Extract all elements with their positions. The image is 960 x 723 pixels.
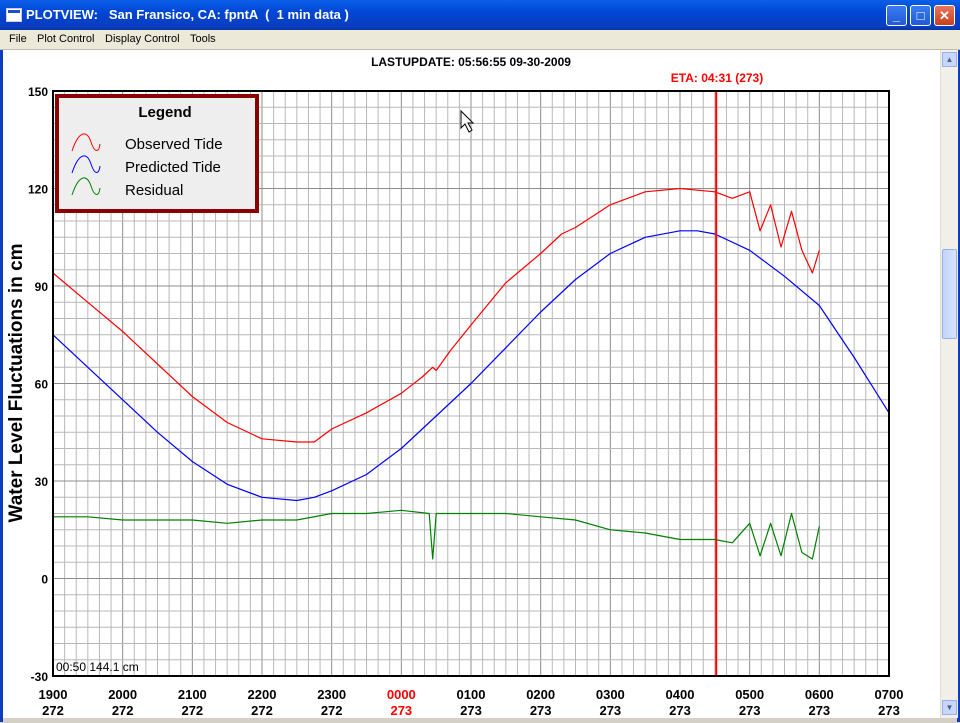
y-tick-label: -30 [31, 670, 49, 684]
close-button[interactable]: ✕ [934, 5, 955, 26]
x-tick-time-label: 0200 [526, 687, 555, 702]
x-tick-time-label: 0400 [666, 687, 695, 702]
x-tick-time-label: 2200 [248, 687, 277, 702]
legend-entry-residual: Residual [125, 182, 183, 199]
eta-label: ETA: 04:31 (273) [671, 71, 763, 85]
legend-predicted-swatch [71, 155, 101, 174]
scroll-thumb[interactable] [942, 249, 957, 339]
x-tick-time-label: 2300 [317, 687, 346, 702]
plot-area: LASTUPDATE: 05:56:55 09-30-2009 ETA: 04:… [3, 50, 940, 718]
x-tick-day-label: 272 [251, 703, 273, 718]
x-tick-day-label: 273 [739, 703, 761, 718]
y-axis-ticks: -30 0 30 60 90 120 150 [28, 85, 48, 684]
y-tick-label: 120 [28, 183, 48, 197]
menu-display-control[interactable]: Display Control [105, 33, 180, 45]
legend-entry-observed: Observed Tide [125, 136, 223, 153]
window-border-right [957, 30, 960, 722]
legend-title: Legend [138, 104, 191, 121]
legend-entry-predicted: Predicted Tide [125, 159, 221, 176]
minimize-button[interactable]: _ [886, 5, 907, 26]
x-tick-time-label: 0700 [875, 687, 904, 702]
residual-line [53, 509, 820, 560]
x-tick-time-label: 0300 [596, 687, 625, 702]
window-titlebar[interactable]: PLOTVIEW: San Fransico, CA: fpntA ( 1 mi… [0, 0, 960, 30]
x-tick-time-label: 2000 [108, 687, 137, 702]
window-title: PLOTVIEW: San Fransico, CA: fpntA ( 1 mi… [26, 7, 349, 22]
x-tick-day-label: 273 [599, 703, 621, 718]
legend-residual-swatch [71, 177, 101, 196]
scroll-down-arrow-icon[interactable]: ▼ [942, 700, 957, 715]
maximize-button[interactable]: □ [910, 5, 931, 26]
x-tick-day-label: 272 [321, 703, 343, 718]
window-border-left [0, 30, 3, 722]
predicted-tide-line [52, 230, 890, 502]
x-tick-time-label: 2100 [178, 687, 207, 702]
x-tick-day-label: 273 [808, 703, 830, 718]
chart-series [52, 187, 890, 560]
x-tick-time-label: 0100 [457, 687, 486, 702]
x-tick-day-label: 273 [390, 703, 412, 718]
legend-observed-swatch [71, 133, 101, 152]
cursor-readout: 00:50 144.1 cm [56, 660, 139, 674]
y-tick-label: 30 [35, 475, 49, 489]
x-axis-ticks: 1900272200027221002722200272230027200002… [39, 687, 904, 718]
x-tick-time-label: 0000 [387, 687, 416, 702]
menu-file[interactable]: File [9, 33, 27, 45]
vertical-scrollbar[interactable]: ▲ ▼ [940, 50, 958, 718]
menu-tools[interactable]: Tools [190, 33, 216, 45]
x-tick-day-label: 272 [42, 703, 64, 718]
scroll-up-arrow-icon[interactable]: ▲ [942, 52, 957, 67]
x-tick-time-label: 1900 [39, 687, 68, 702]
y-axis-label: Water Level Fluctuations in cm [6, 243, 27, 522]
y-tick-label: 150 [28, 85, 48, 99]
tide-chart: LASTUPDATE: 05:56:55 09-30-2009 ETA: 04:… [6, 55, 904, 718]
x-tick-day-label: 272 [181, 703, 203, 718]
legend-box [55, 94, 259, 213]
x-tick-day-label: 273 [669, 703, 691, 718]
menu-plot-control[interactable]: Plot Control [37, 33, 95, 45]
x-tick-day-label: 273 [878, 703, 900, 718]
observed-tide-line [52, 187, 820, 443]
x-tick-day-label: 273 [460, 703, 482, 718]
x-tick-day-label: 272 [112, 703, 134, 718]
last-update-label: LASTUPDATE: 05:56:55 09-30-2009 [371, 55, 571, 69]
plot-frame [52, 90, 890, 677]
x-tick-time-label: 0500 [735, 687, 764, 702]
x-tick-time-label: 0600 [805, 687, 834, 702]
y-tick-label: 60 [35, 378, 49, 392]
y-tick-label: 90 [35, 280, 49, 294]
x-tick-day-label: 273 [530, 703, 552, 718]
legend[interactable]: Legend Observed Tide Predicted Tide Resi… [55, 94, 259, 213]
app-window-icon [6, 8, 22, 22]
mouse-pointer-icon [460, 109, 475, 133]
y-tick-label: 0 [41, 573, 48, 587]
menu-bar: File Plot Control Display Control Tools [0, 30, 960, 50]
